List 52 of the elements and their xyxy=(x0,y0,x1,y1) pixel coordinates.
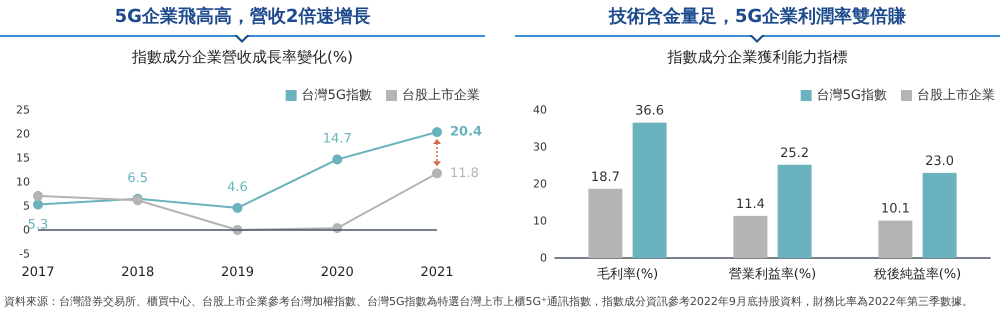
legend-label: 台股上市企業 xyxy=(917,88,995,103)
source-note: 資料來源：台灣證券交易所、櫃買中心、台股上市企業參考台灣加權指數、台灣5G指數為特選台灣上市上櫃5G⁺通訊指數，指數成分資訊參考2022年9月底持股資料，財務比率為2022年第三季數據。 xyxy=(4,294,974,310)
data-label: 11.4 xyxy=(736,196,765,212)
y-tick-label: 15 xyxy=(16,152,30,164)
y-tick-label: 20 xyxy=(533,178,547,190)
bar xyxy=(733,216,768,258)
point xyxy=(332,154,342,164)
y-tick-label: 5 xyxy=(23,200,30,212)
bar xyxy=(922,172,957,258)
data-label: 23.0 xyxy=(925,154,954,169)
y-tick-label: 25 xyxy=(16,104,30,116)
point xyxy=(33,190,43,201)
legend-label: 台灣5G指數 xyxy=(302,88,372,103)
legend-label: 台股上市企業 xyxy=(402,88,480,103)
data-label: 10.1 xyxy=(880,202,910,217)
y-tick-label: 10 xyxy=(16,176,30,188)
chart-subtitle: 指數成分企業獲利能力指標 xyxy=(666,48,848,67)
y-tick-label: 10 xyxy=(533,214,547,228)
data-label: 18.7 xyxy=(590,170,620,185)
bar xyxy=(632,122,667,258)
data-label: 25.2 xyxy=(780,146,810,161)
y-tick-label: -5 xyxy=(19,248,30,260)
x-tick-label: 2018 xyxy=(121,265,154,280)
chart-title: 技術含金量足，5G企業利潤率雙倍賺 xyxy=(608,5,908,29)
bar xyxy=(588,188,622,258)
bar xyxy=(878,220,912,258)
chart-title: 5G企業飛高高，營收2倍速增長 xyxy=(114,5,372,29)
y-tick-label: 0 xyxy=(540,252,547,264)
data-label: 11.8 xyxy=(450,166,479,181)
bar xyxy=(778,164,812,258)
x-tick-label: 毛利率(%) xyxy=(596,266,658,282)
legend-label: 台灣5G指數 xyxy=(816,88,888,103)
y-tick-label: 0 xyxy=(23,224,30,236)
x-tick-label: 2019 xyxy=(220,265,254,280)
y-tick-label: 20 xyxy=(16,128,30,140)
x-tick-label: 營業利益率(%) xyxy=(728,266,816,282)
data-label: 6.5 xyxy=(127,170,148,186)
data-label: 36.6 xyxy=(635,104,664,119)
data-label: 20.4 xyxy=(450,124,482,140)
chart-subtitle: 指數成分企業營收成長率變化(%) xyxy=(131,48,354,67)
point xyxy=(432,127,442,138)
point xyxy=(432,168,442,178)
point xyxy=(33,200,43,210)
x-tick-label: 2017 xyxy=(21,265,55,280)
point xyxy=(232,202,242,213)
x-tick-label: 2020 xyxy=(320,265,354,280)
data-label: 4.6 xyxy=(227,180,248,195)
y-tick-label: 30 xyxy=(533,140,547,154)
y-tick-label: 40 xyxy=(533,104,547,116)
x-tick-label: 稅後純益率(%) xyxy=(874,266,962,282)
data-label: 14.7 xyxy=(322,131,352,146)
x-tick-label: 2021 xyxy=(420,265,454,280)
